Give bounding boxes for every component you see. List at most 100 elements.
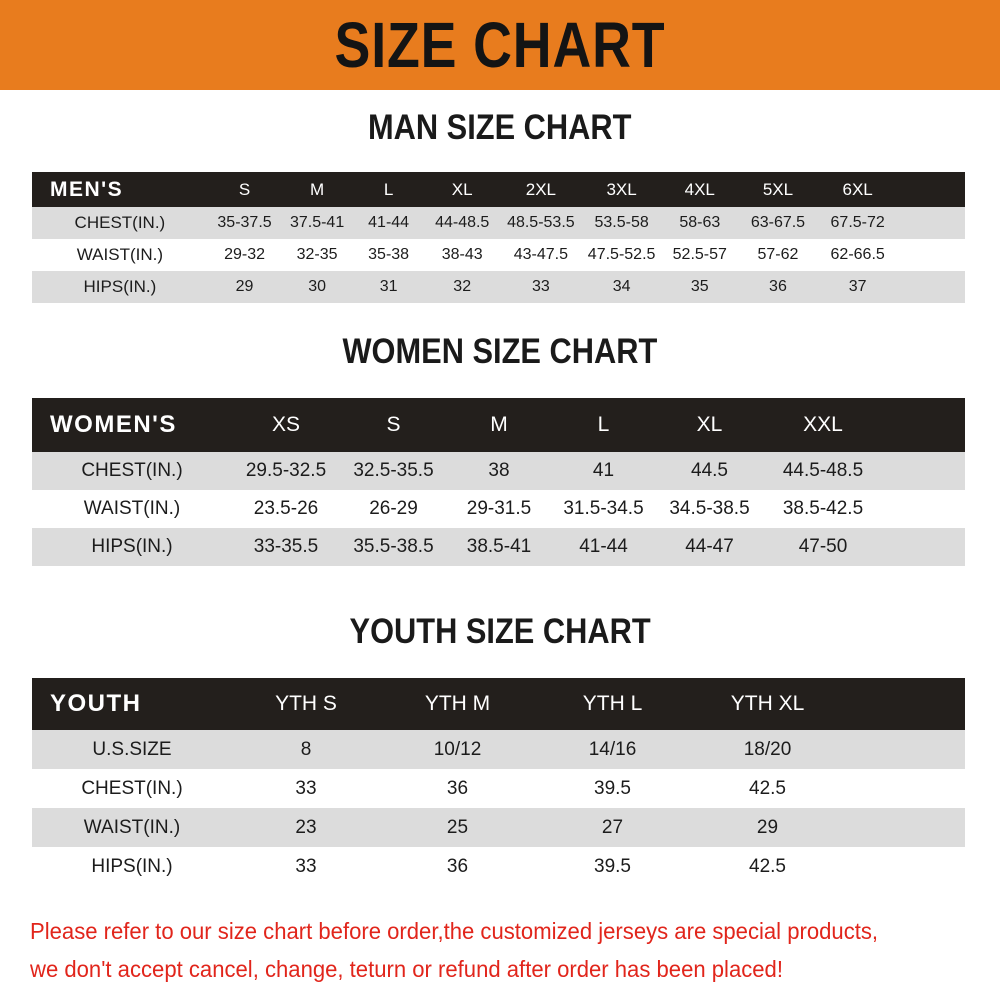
youth-cell: 27 — [601, 816, 624, 838]
man-header-row: MEN'S S M L XL 2XL 3XL 4XL 5XL 6XL — [32, 172, 965, 207]
women-cell: 38.5-41 — [466, 536, 532, 557]
youth-header-row: YOUTH YTH S YTH M YTH L YTH XL — [32, 678, 965, 730]
women-size-header: XXL — [803, 413, 843, 436]
youth-cell: 39.5 — [594, 777, 631, 799]
youth-header-spacer — [845, 678, 965, 730]
man-cell: 32 — [453, 278, 472, 295]
women-cell: 32.5-35.5 — [353, 460, 434, 481]
man-cell: 35-37.5 — [217, 214, 272, 231]
youth-cell: 33 — [295, 855, 317, 877]
man-cell-spacer — [898, 271, 966, 303]
man-section-title-text: MAN SIZE CHART — [368, 108, 632, 147]
women-cell: 26-29 — [369, 498, 418, 519]
women-size-header: XL — [696, 413, 723, 436]
table-row: HIPS(IN.) 33-35.5 35.5-38.5 38.5-41 41-4… — [32, 528, 965, 566]
women-row-label: WAIST(IN.) — [83, 498, 181, 519]
women-size-header: S — [386, 413, 401, 436]
women-cell: 31.5-34.5 — [563, 498, 644, 519]
youth-cell: 14/16 — [588, 738, 637, 760]
women-cell-spacer — [883, 452, 965, 490]
table-row: CHEST(IN.) 29.5-32.5 32.5-35.5 38 41 44.… — [32, 452, 965, 490]
man-cell: 33 — [531, 278, 550, 295]
man-table: MEN'S S M L XL 2XL 3XL 4XL 5XL 6XL CHEST… — [32, 172, 965, 303]
youth-cell-spacer — [845, 769, 965, 808]
women-cell-spacer — [883, 528, 965, 566]
youth-table: YOUTH YTH S YTH M YTH L YTH XL U.S.SIZE … — [32, 678, 965, 886]
youth-size-header: YTH XL — [730, 692, 805, 715]
youth-cell: 18/20 — [743, 738, 792, 760]
man-row-label: WAIST(IN.) — [76, 245, 163, 264]
man-cell-spacer — [898, 207, 966, 239]
women-cell-spacer — [883, 490, 965, 528]
youth-cell-spacer — [845, 808, 965, 847]
women-size-table: WOMEN'S XS S M L XL XXL CHEST(IN.) 29.5-… — [32, 398, 965, 566]
footer-disclaimer: Please refer to our size chart before or… — [30, 912, 980, 988]
man-cell: 48.5-53.5 — [507, 214, 575, 231]
table-row: WAIST(IN.) 23.5-26 26-29 29-31.5 31.5-34… — [32, 490, 965, 528]
youth-cell: 33 — [295, 777, 317, 799]
man-size-header: XL — [451, 179, 473, 199]
youth-row-label: HIPS(IN.) — [91, 855, 173, 877]
man-cell: 53.5-58 — [594, 214, 649, 231]
youth-cell-spacer — [845, 847, 965, 886]
man-size-header: L — [383, 179, 394, 199]
youth-cell: 36 — [446, 855, 469, 877]
man-size-header: 3XL — [606, 179, 637, 199]
youth-section-title: YOUTH SIZE CHART — [0, 612, 1000, 652]
youth-cell: 10/12 — [433, 738, 482, 760]
man-size-header: 5XL — [762, 179, 794, 199]
women-size-header: M — [490, 413, 508, 436]
man-row-label: HIPS(IN.) — [83, 277, 157, 296]
man-size-header: 6XL — [842, 179, 873, 199]
man-section-title: MAN SIZE CHART — [0, 108, 1000, 148]
women-size-header: XS — [271, 413, 300, 436]
women-row-label: CHEST(IN.) — [81, 460, 183, 481]
man-cell: 58-63 — [679, 214, 721, 231]
man-cell: 41-44 — [368, 214, 410, 231]
youth-section-title-text: YOUTH SIZE CHART — [349, 612, 651, 651]
women-cell: 41 — [592, 460, 615, 481]
youth-cell: 25 — [446, 816, 469, 838]
women-section-title-text: WOMEN SIZE CHART — [342, 332, 658, 371]
table-row: WAIST(IN.) 29-32 32-35 35-38 38-43 43-47… — [32, 239, 965, 271]
table-row: CHEST(IN.) 35-37.5 37.5-41 41-44 44-48.5… — [32, 207, 965, 239]
youth-cell: 36 — [446, 777, 469, 799]
man-row-label: CHEST(IN.) — [74, 213, 166, 232]
man-size-header: 2XL — [525, 179, 556, 199]
women-cell: 44.5-48.5 — [782, 460, 864, 481]
man-cell: 57-62 — [757, 246, 799, 263]
youth-cell-spacer — [845, 730, 965, 769]
table-row: U.S.SIZE 8 10/12 14/16 18/20 — [32, 730, 965, 769]
women-cell: 38 — [488, 460, 510, 481]
women-cell: 35.5-38.5 — [353, 536, 434, 557]
man-size-table: MEN'S S M L XL 2XL 3XL 4XL 5XL 6XL CHEST… — [32, 172, 965, 303]
page-banner: SIZE CHART — [0, 0, 1000, 90]
youth-row-label: CHEST(IN.) — [81, 777, 183, 799]
women-row-label: HIPS(IN.) — [91, 536, 173, 557]
man-cell: 32-35 — [296, 246, 338, 263]
man-size-header: 4XL — [684, 179, 715, 199]
man-cell: 38-43 — [441, 246, 483, 263]
table-row: WAIST(IN.) 23 25 27 29 — [32, 808, 965, 847]
women-cell: 29.5-32.5 — [245, 460, 327, 481]
women-cell: 29-31.5 — [466, 498, 532, 519]
women-corner-label: WOMEN'S — [50, 411, 177, 438]
footer-disclaimer-line-1: Please refer to our size chart before or… — [30, 918, 879, 944]
youth-size-header: YTH S — [275, 692, 337, 715]
youth-size-table: YOUTH YTH S YTH M YTH L YTH XL U.S.SIZE … — [32, 678, 965, 886]
man-cell: 63-67.5 — [750, 214, 806, 231]
women-cell: 38.5-42.5 — [782, 498, 864, 519]
man-header-spacer — [898, 172, 966, 207]
man-cell: 29 — [235, 278, 254, 295]
women-cell: 44.5 — [691, 460, 728, 481]
man-size-header: S — [238, 179, 251, 199]
table-row: CHEST(IN.) 33 36 39.5 42.5 — [32, 769, 965, 808]
man-corner-label: MEN'S — [50, 177, 124, 201]
footer-disclaimer-line-2: we don't accept cancel, change, teturn o… — [30, 956, 783, 982]
women-header-spacer — [883, 398, 965, 452]
page-title: SIZE CHART — [334, 9, 666, 81]
man-cell: 30 — [308, 278, 326, 295]
man-cell: 44-48.5 — [435, 214, 490, 231]
women-cell: 34.5-38.5 — [669, 498, 750, 519]
